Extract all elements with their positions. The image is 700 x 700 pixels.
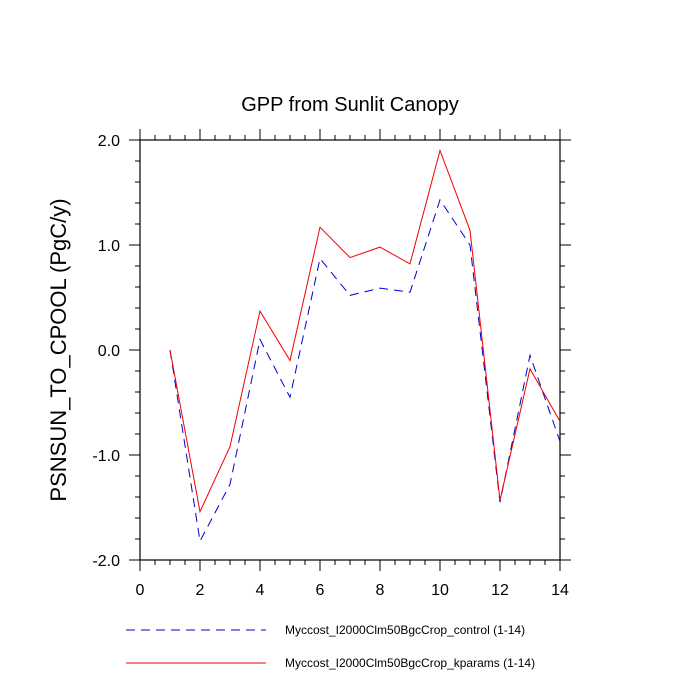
y-tick-label: 2.0 — [98, 133, 120, 150]
axis-tick-labels: 0 2 4 6 8 10 12 14 -2.0 -1.0 0.0 1.0 2.0 — [92, 133, 569, 599]
x-tick-label: 12 — [491, 582, 509, 599]
y-axis-label: PSNSUN_TO_CPOOL (PgC/y) — [46, 198, 71, 501]
plot-frame — [139, 139, 561, 561]
axis-ticks — [129, 129, 571, 571]
legend: Myccost_I2000Clm50BgcCrop_control (1-14)… — [126, 623, 535, 670]
y-tick-label: 0.0 — [98, 343, 120, 360]
x-tick-label: 0 — [136, 582, 145, 599]
x-tick-label: 4 — [256, 582, 265, 599]
x-tick-label: 10 — [431, 582, 449, 599]
legend-label: Myccost_I2000Clm50BgcCrop_kparams (1-14) — [285, 656, 535, 670]
y-tick-label: 1.0 — [98, 238, 120, 255]
series-line-kparams — [169, 148, 561, 514]
series-line-control — [169, 198, 561, 543]
x-tick-label: 2 — [196, 582, 205, 599]
y-tick-label: -2.0 — [92, 553, 120, 570]
x-tick-label: 14 — [551, 582, 569, 599]
x-tick-label: 8 — [376, 582, 385, 599]
series-lines — [169, 148, 561, 543]
legend-label: Myccost_I2000Clm50BgcCrop_control (1-14) — [285, 623, 525, 637]
x-tick-label: 6 — [316, 582, 325, 599]
chart-title: GPP from Sunlit Canopy — [241, 94, 459, 116]
y-tick-label: -1.0 — [92, 448, 120, 465]
